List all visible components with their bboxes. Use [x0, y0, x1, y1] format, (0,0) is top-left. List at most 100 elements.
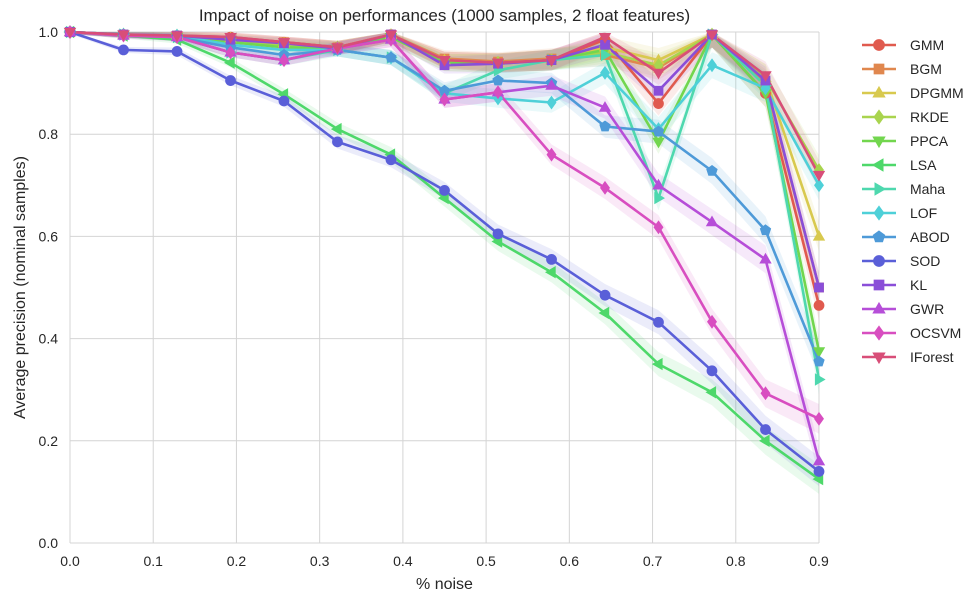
data-point-abod: [652, 125, 665, 137]
y-tick-label: 0.0: [39, 535, 59, 551]
data-point-ppca: [812, 347, 826, 358]
legend-item-kl: KL: [862, 277, 927, 293]
data-point-abod: [706, 165, 718, 176]
data-point-gmm: [813, 299, 825, 311]
data-point-maha: [814, 373, 826, 386]
band-abod: [70, 32, 819, 377]
legend-marker: [872, 301, 886, 314]
legend-marker: [873, 63, 885, 75]
data-point-ocsvm: [546, 147, 557, 162]
legend-item-ocsvm: OCSVM: [862, 325, 961, 341]
legend-label: BGM: [910, 61, 942, 77]
y-tick-label: 0.8: [39, 126, 59, 142]
data-point-iforest: [812, 170, 826, 182]
x-tick-label: 0.2: [227, 553, 247, 569]
data-point-sod: [760, 424, 771, 435]
legend-item-rkde: RKDE: [862, 109, 949, 125]
legend-label: OCSVM: [910, 325, 961, 341]
data-point-gwr: [759, 252, 772, 264]
legend-marker: [872, 352, 886, 365]
data-point-iforest: [438, 56, 451, 67]
data-point-gwr: [652, 178, 665, 190]
legend-label: PPCA: [910, 133, 949, 149]
data-point-sod: [332, 136, 343, 148]
y-tick-label: 0.6: [39, 228, 59, 244]
legend-marker: [873, 109, 885, 125]
data-point-iforest: [759, 71, 772, 82]
legend-marker: [872, 136, 886, 149]
data-point-lof: [814, 178, 824, 193]
data-point-gwr: [545, 79, 558, 90]
y-tick-label: 1.0: [39, 24, 59, 40]
legend-item-bgm: BGM: [862, 61, 942, 77]
data-point-abod: [492, 74, 504, 86]
data-point-lof: [600, 65, 610, 80]
data-point-sod: [385, 154, 397, 166]
data-point-iforest: [331, 43, 344, 54]
data-point-iforest: [63, 27, 77, 39]
plot-area: [70, 32, 819, 543]
y-tick-label: 0.2: [39, 433, 59, 449]
legend-label: RKDE: [910, 109, 949, 125]
data-point-ocsvm: [279, 53, 289, 68]
data-point-gwr: [812, 454, 826, 466]
tick-labels: 0.0 0.1 0.2 0.3 0.4 0.5 0.6 0.7 0.8 0.9 0.0 0.2 0.4 0…: [39, 24, 829, 569]
data-point-abod: [599, 120, 611, 132]
legend-label: GWR: [910, 301, 944, 317]
legend-label: LSA: [910, 157, 937, 173]
data-point-abod: [813, 355, 825, 367]
legend-label: SOD: [910, 253, 940, 269]
legend-label: KL: [910, 277, 927, 293]
data-point-iforest: [224, 33, 237, 44]
data-point-sod: [171, 46, 183, 57]
data-point-sod: [118, 44, 129, 56]
legend-marker: [873, 255, 885, 267]
legend-item-dpgmm: DPGMM: [862, 85, 964, 101]
data-point-iforest: [384, 30, 398, 42]
legend-item-gmm: GMM: [862, 37, 944, 53]
data-point-lsa: [330, 122, 342, 136]
data-point-sod: [546, 253, 557, 265]
x-tick-label: 0.9: [809, 553, 829, 569]
band-maha: [70, 32, 819, 395]
series-markers: [63, 25, 826, 486]
data-point-ppca: [652, 137, 665, 149]
legend-label: DPGMM: [910, 85, 964, 101]
data-point-sod: [599, 289, 611, 301]
data-point-ocsvm: [760, 386, 771, 401]
data-point-iforest: [652, 68, 665, 80]
data-point-sod: [706, 365, 718, 377]
chart-title: Impact of noise on performances (1000 sa…: [199, 6, 690, 25]
x-axis-label: % noise: [416, 576, 473, 593]
data-point-iforest: [491, 58, 505, 70]
legend-label: GMM: [910, 37, 944, 53]
legend-marker: [872, 85, 886, 98]
legend-item-maha: Maha: [862, 181, 945, 197]
legend: GMM BGM DPGMM RKDE PPCA LSA Maha LOF ABOD SOD KL GW…: [862, 37, 964, 365]
data-point-gwr: [598, 101, 612, 112]
legend-marker: [873, 39, 885, 51]
data-point-lof: [707, 58, 717, 73]
data-point-sod: [492, 228, 504, 240]
data-point-ocsvm: [439, 92, 450, 107]
data-point-sod: [225, 75, 236, 86]
data-point-iforest: [170, 31, 184, 43]
legend-item-abod: ABOD: [862, 229, 950, 245]
legend-marker: [871, 158, 884, 172]
legend-label: ABOD: [910, 229, 950, 245]
data-point-iforest: [545, 56, 558, 67]
data-point-sod: [439, 185, 450, 196]
x-tick-label: 0.5: [476, 553, 496, 569]
data-point-iforest: [705, 30, 719, 42]
legend-item-sod: SOD: [862, 253, 940, 269]
data-point-gwr: [705, 215, 719, 227]
data-point-lsa: [705, 386, 717, 399]
data-point-sod: [813, 466, 825, 477]
legend-label: LOF: [910, 205, 937, 221]
data-point-maha: [654, 191, 665, 205]
data-point-ocsvm: [600, 180, 610, 195]
legend-marker: [873, 205, 885, 221]
data-point-iforest: [277, 38, 291, 49]
data-point-gmm: [653, 98, 664, 109]
